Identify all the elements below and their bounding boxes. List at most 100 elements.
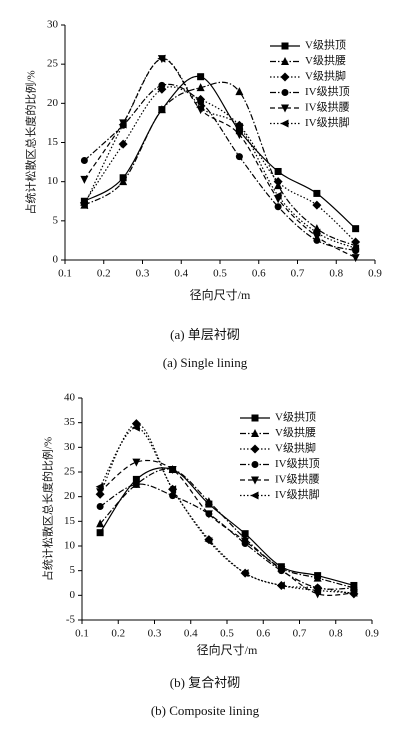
marker [132,475,140,483]
marker [96,519,105,528]
legend-marker [251,476,259,485]
legend-label: V级拱腰 [305,53,346,67]
marker [240,569,249,578]
marker [274,203,282,211]
legend-marker [250,444,260,454]
y-tick-label: 40 [64,392,76,404]
x-tick-label: 0.9 [365,628,379,640]
legend-label: V级拱脚 [305,69,346,83]
fit-line [99,459,354,596]
x-tick-label: 0.9 [368,268,382,280]
x-tick-label: 0.5 [213,268,227,280]
marker [312,200,322,210]
y-tick-label: 30 [47,19,59,31]
fit-line [84,81,356,247]
legend-marker [281,89,289,96]
marker [351,244,360,253]
x-tick-label: 0.3 [136,268,150,280]
marker [168,466,177,475]
marker [235,127,243,135]
marker [241,530,249,538]
marker [131,423,140,432]
marker [204,537,213,546]
marker [313,189,321,197]
x-tick-label: 0.3 [148,628,162,640]
x-tick-label: 0.7 [293,628,307,640]
legend-label: IV级拱腰 [305,100,350,114]
legend-marker [281,104,289,113]
x-tick-label: 0.4 [174,268,188,280]
y-axis-label: 占统计松散区总长度的比例/% [41,437,55,581]
marker [273,191,282,200]
caption: (b) 复合衬砌 [170,675,240,690]
legend-marker [251,461,259,468]
legend-marker [251,429,259,437]
x-tick-label: 0.6 [252,268,266,280]
marker [352,225,360,233]
legend-label: IV级拱脚 [305,115,350,129]
marker [96,488,105,497]
y-tick-label: 0 [70,589,76,601]
marker [274,167,282,175]
x-axis-label: 径向尺寸/m [190,287,251,302]
marker [168,485,177,494]
y-tick-label: 15 [64,515,76,527]
marker [157,54,166,63]
legend-label: V级拱脚 [275,441,316,455]
y-tick-label: 10 [64,540,76,552]
caption-en: (b) Composite lining [151,703,260,718]
x-tick-label: 0.2 [97,268,111,280]
x-tick-label: 0.1 [75,628,89,640]
y-tick-label: 5 [53,214,59,226]
x-tick-label: 0.8 [329,628,343,640]
x-tick-label: 0.1 [58,268,72,280]
marker [204,510,213,519]
legend-label: IV级拱腰 [275,472,320,486]
x-tick-label: 0.5 [220,628,234,640]
y-tick-label: 25 [47,58,59,70]
caption: (a) 单层衬砌 [170,327,240,342]
y-tick-label: 15 [47,136,59,148]
fit-line [99,468,355,589]
legend-label: V级拱腰 [275,425,316,439]
marker [235,131,244,140]
marker [196,103,205,112]
marker [80,157,88,165]
marker [234,122,243,131]
marker [204,497,213,506]
y-tick-label: 25 [64,466,76,478]
marker [351,254,360,263]
y-tick-label: 20 [64,490,76,502]
fit-line [83,83,356,252]
y-tick-label: 0 [53,254,59,266]
y-tick-label: -5 [66,614,76,626]
marker [96,503,104,511]
marker [277,566,286,575]
marker [235,87,244,96]
marker [312,228,321,237]
y-tick-label: 30 [64,441,76,453]
x-tick-label: 0.6 [256,628,270,640]
x-tick-label: 0.2 [111,628,125,640]
legend-marker [281,42,289,50]
legend-label: IV级拱脚 [275,487,320,501]
x-tick-label: 0.7 [291,268,305,280]
legend-marker [251,414,259,422]
legend-label: V级拱顶 [275,410,316,424]
legend-label: V级拱顶 [305,38,346,52]
marker [80,175,89,184]
marker [158,81,166,89]
marker [197,73,205,81]
x-tick-label: 0.8 [329,268,343,280]
marker [273,177,283,187]
caption-en: (a) Single lining [163,355,248,370]
y-tick-label: 5 [70,564,76,576]
marker [196,83,205,92]
marker [197,98,205,106]
marker [313,573,322,582]
marker [349,588,358,597]
x-axis-label: 径向尺寸/m [197,642,258,657]
fit-line [83,58,356,259]
marker [96,529,104,537]
